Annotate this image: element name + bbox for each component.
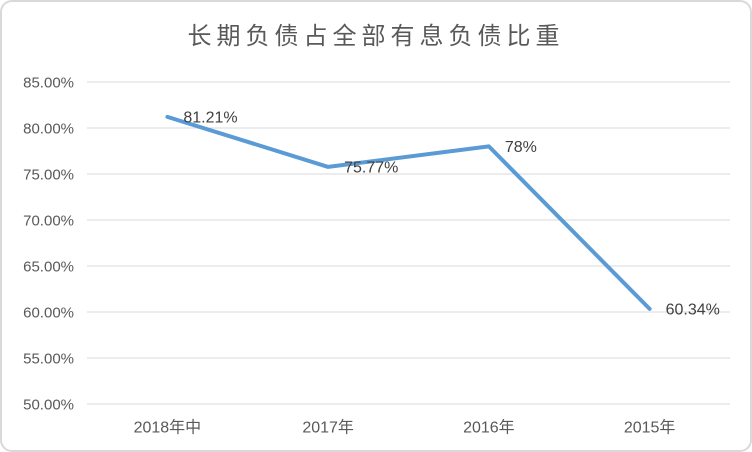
series-line bbox=[165, 114, 652, 311]
data-label: 81.21% bbox=[183, 109, 237, 126]
y-tick-label: 70.00% bbox=[23, 212, 74, 229]
data-label: 78% bbox=[505, 139, 537, 156]
x-tick-label: 2015年 bbox=[624, 419, 676, 437]
x-tick-label: 2018年中 bbox=[134, 419, 202, 437]
chart-title: 长期负债占全部有息负债比重 bbox=[187, 24, 565, 50]
data-label: 75.77% bbox=[344, 160, 398, 177]
data-label: 60.34% bbox=[666, 301, 720, 318]
y-tick-label: 65.00% bbox=[23, 258, 74, 275]
y-tick-label: 60.00% bbox=[23, 304, 74, 321]
y-tick-label: 80.00% bbox=[23, 120, 74, 137]
y-tick-label: 50.00% bbox=[23, 396, 74, 413]
x-tick-label: 2016年 bbox=[463, 419, 515, 437]
y-tick-label: 85.00% bbox=[23, 74, 74, 91]
y-tick-label: 75.00% bbox=[23, 166, 74, 183]
y-tick-label: 55.00% bbox=[23, 350, 74, 367]
x-tick-label: 2017年 bbox=[302, 419, 354, 437]
